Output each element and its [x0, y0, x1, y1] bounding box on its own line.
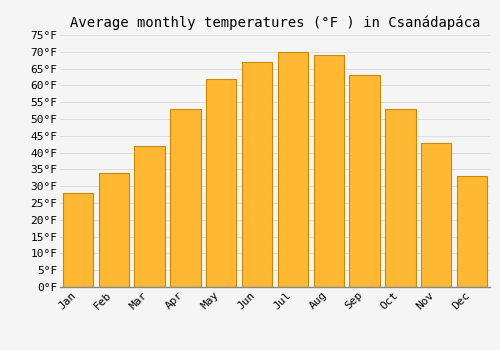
- Bar: [385, 109, 416, 287]
- Bar: [421, 142, 452, 287]
- Title: Average monthly temperatures (°F ) in Csanádapáca: Average monthly temperatures (°F ) in Cs…: [70, 15, 480, 30]
- Bar: [242, 62, 272, 287]
- Bar: [170, 109, 200, 287]
- Bar: [457, 176, 488, 287]
- Bar: [134, 146, 165, 287]
- Bar: [62, 193, 93, 287]
- Bar: [98, 173, 129, 287]
- Bar: [206, 79, 236, 287]
- Bar: [278, 52, 308, 287]
- Bar: [350, 75, 380, 287]
- Bar: [314, 55, 344, 287]
